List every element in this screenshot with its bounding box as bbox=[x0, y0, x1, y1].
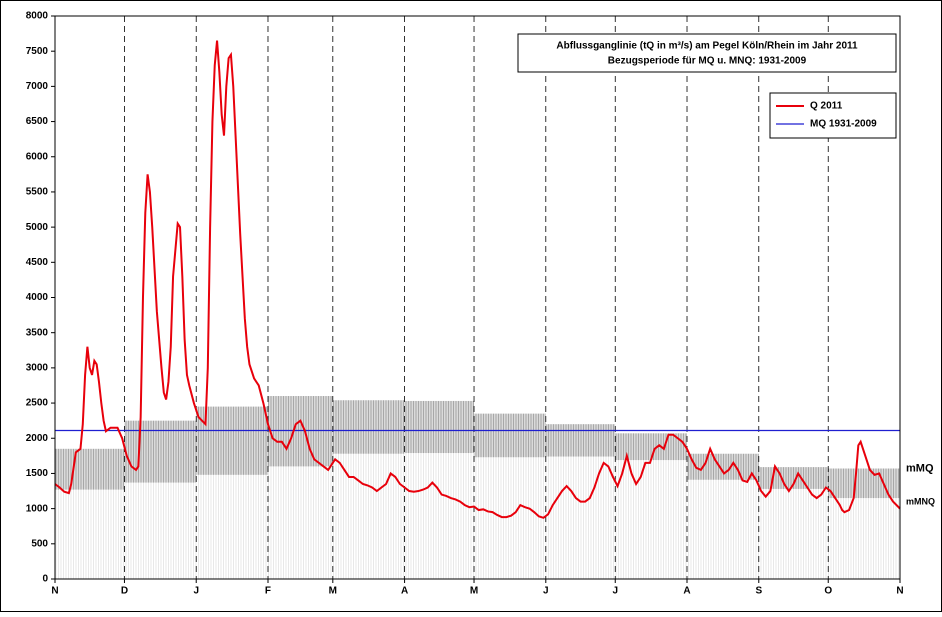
band bbox=[196, 406, 268, 475]
band bbox=[332, 400, 405, 454]
low-band bbox=[124, 482, 197, 579]
y-tick-label: 3000 bbox=[26, 363, 49, 374]
chart-title: Abflussganglinie (tQ in m³/s) am Pegel K… bbox=[556, 41, 858, 52]
x-tick-label: D bbox=[121, 586, 128, 597]
x-tick-label: N bbox=[896, 586, 903, 597]
legend-label: MQ 1931-2009 bbox=[810, 119, 877, 130]
legend: Q 2011 MQ 1931-2009 bbox=[769, 92, 897, 139]
band bbox=[267, 396, 333, 467]
x-tick-label: J bbox=[543, 586, 549, 597]
y-tick-label: 4500 bbox=[26, 257, 49, 268]
legend-label: Q 2011 bbox=[810, 101, 843, 112]
band bbox=[55, 448, 125, 490]
x-tick-label: M bbox=[329, 586, 337, 597]
band bbox=[687, 453, 759, 480]
y-tick-label: 6000 bbox=[26, 151, 49, 162]
band-label: mMQ bbox=[906, 462, 934, 474]
y-tick-label: 7000 bbox=[26, 81, 49, 92]
low-band bbox=[55, 489, 125, 579]
low-band bbox=[687, 479, 759, 579]
y-tick-label: 4000 bbox=[26, 292, 49, 303]
y-tick-label: 6500 bbox=[26, 116, 49, 127]
band bbox=[545, 424, 616, 457]
y-tick-label: 1000 bbox=[26, 503, 49, 514]
low-band bbox=[545, 456, 616, 579]
band bbox=[828, 468, 900, 499]
plot-frame bbox=[54, 15, 901, 580]
low-band bbox=[404, 453, 475, 579]
low-band bbox=[615, 460, 688, 579]
x-tick-label: A bbox=[683, 586, 690, 597]
x-tick-label: F bbox=[265, 586, 271, 597]
series-line bbox=[54, 40, 901, 519]
band bbox=[404, 400, 475, 454]
y-tick-label: 2500 bbox=[26, 398, 49, 409]
band bbox=[758, 467, 829, 489]
low-band bbox=[196, 474, 268, 579]
x-tick-label: J bbox=[193, 586, 199, 597]
y-tick-label: 5500 bbox=[26, 187, 49, 198]
chart-subtitle: Bezugsperiode für MQ u. MNQ: 1931-2009 bbox=[608, 56, 807, 67]
y-tick-label: 3500 bbox=[26, 327, 49, 338]
low-band bbox=[758, 488, 829, 579]
x-tick-label: J bbox=[612, 586, 618, 597]
band-label: mMNQ bbox=[906, 496, 935, 506]
y-tick-label: 2000 bbox=[26, 433, 49, 444]
y-tick-label: 5000 bbox=[26, 222, 49, 233]
title-box: Abflussganglinie (tQ in m³/s) am Pegel K… bbox=[517, 33, 897, 73]
x-tick-label: A bbox=[401, 586, 408, 597]
y-tick-label: 8000 bbox=[26, 11, 49, 22]
x-tick-label: M bbox=[470, 586, 478, 597]
low-band bbox=[332, 453, 405, 579]
y-tick-label: 500 bbox=[31, 538, 48, 549]
low-band bbox=[828, 498, 900, 579]
y-tick-label: 1500 bbox=[26, 468, 49, 479]
x-tick-label: N bbox=[51, 586, 58, 597]
low-band bbox=[474, 457, 546, 579]
y-tick-label: 0 bbox=[42, 574, 48, 585]
x-tick-label: O bbox=[824, 586, 832, 597]
low-band bbox=[267, 466, 333, 579]
x-tick-label: S bbox=[755, 586, 762, 597]
y-tick-label: 7500 bbox=[26, 46, 49, 57]
band bbox=[474, 413, 546, 458]
